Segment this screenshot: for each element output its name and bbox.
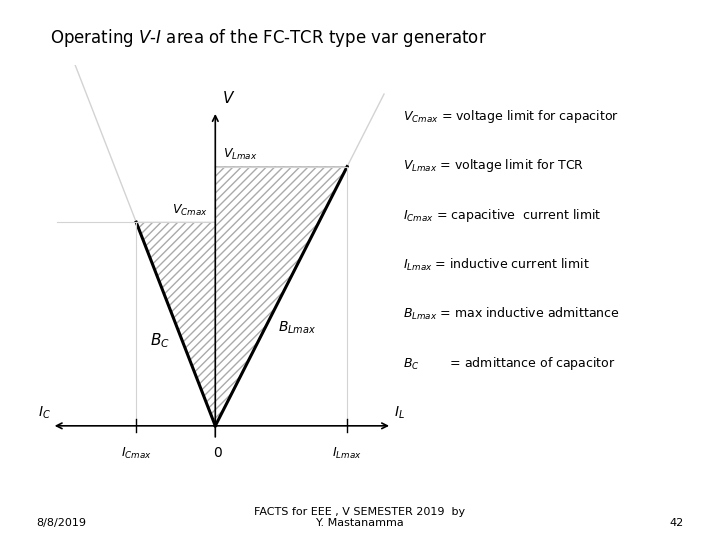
Text: $I_{Lmax}$: $I_{Lmax}$: [332, 446, 362, 461]
Text: $V_{Cmax}$: $V_{Cmax}$: [171, 202, 207, 218]
Text: 8/8/2019: 8/8/2019: [36, 518, 86, 528]
Text: $V_{Lmax}$ = voltage limit for TCR: $V_{Lmax}$ = voltage limit for TCR: [403, 158, 585, 174]
Text: $I_{Cmax}$ = capacitive  current limit: $I_{Cmax}$ = capacitive current limit: [403, 207, 601, 224]
Text: $0$: $0$: [213, 446, 222, 460]
Text: $I_L$: $I_L$: [394, 405, 405, 421]
Text: Operating $V$-$I$ area of the FC-TCR type var generator: Operating $V$-$I$ area of the FC-TCR typ…: [50, 27, 487, 49]
Text: FACTS for EEE , V SEMESTER 2019  by
Y. Mastanamma: FACTS for EEE , V SEMESTER 2019 by Y. Ma…: [254, 507, 466, 528]
Text: $B_C$        = admittance of capacitor: $B_C$ = admittance of capacitor: [403, 355, 616, 373]
Text: 42: 42: [670, 518, 684, 528]
Text: $I_{Cmax}$: $I_{Cmax}$: [121, 446, 152, 461]
Text: $V_{Cmax}$ = voltage limit for capacitor: $V_{Cmax}$ = voltage limit for capacitor: [403, 108, 619, 125]
Text: $V$: $V$: [222, 91, 235, 106]
Text: $I_C$: $I_C$: [38, 405, 51, 421]
Text: $B_C$: $B_C$: [150, 331, 170, 349]
Text: $I_{Lmax}$ = inductive current limit: $I_{Lmax}$ = inductive current limit: [403, 256, 590, 273]
Text: $B_{Lmax}$: $B_{Lmax}$: [278, 319, 316, 335]
Text: $V_{Lmax}$: $V_{Lmax}$: [223, 147, 258, 162]
Polygon shape: [136, 167, 347, 426]
Text: $B_{Lmax}$ = max inductive admittance: $B_{Lmax}$ = max inductive admittance: [403, 306, 620, 322]
